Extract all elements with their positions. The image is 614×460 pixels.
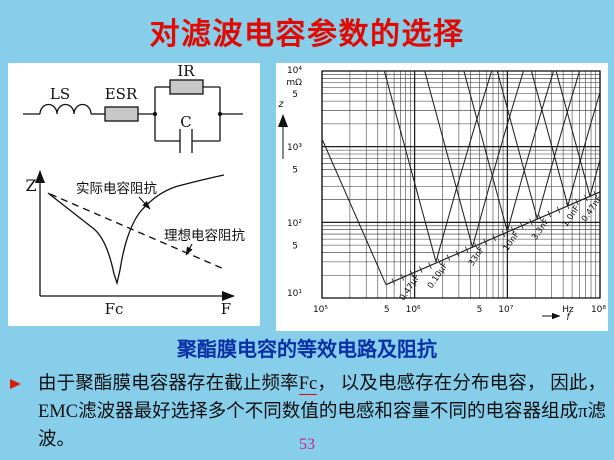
svg-text:10³: 10³ — [287, 143, 302, 153]
circuit-panel: LS ESR IR C Z 实际电容阻抗理想电容阻抗 Fc F — [8, 63, 260, 326]
svg-text:5: 5 — [292, 241, 298, 251]
circuit-labels: LS ESR IR C — [50, 63, 195, 131]
svg-text:Hz: Hz — [562, 305, 574, 315]
body-text-before-fc: 由于聚酯膜电容器存在截止频率 — [38, 374, 299, 394]
svg-text:5: 5 — [477, 305, 483, 315]
svg-text:Fc: Fc — [105, 300, 124, 318]
body-paragraph: 由于聚酯膜电容器存在截止频率Fc， 以及电感存在分布电容， 因此，EMC滤波器最… — [10, 370, 606, 454]
svg-text:5: 5 — [384, 305, 390, 315]
fc-term: Fc — [298, 374, 318, 395]
svg-text:10⁸: 10⁸ — [591, 305, 606, 315]
svg-text:10⁷: 10⁷ — [498, 305, 513, 315]
svg-text:5: 5 — [292, 166, 298, 176]
svg-text:z: z — [278, 99, 285, 110]
page-number: 53 — [299, 436, 315, 453]
body-text-after-fc: ， 以及电感存在分布电容， 因此，EMC滤波器最好选择多个不同数值的电感和容量不… — [38, 374, 606, 450]
svg-text:F: F — [221, 300, 231, 318]
svg-text:Z: Z — [25, 176, 36, 195]
svg-text:f: f — [566, 312, 571, 323]
svg-text:10⁶: 10⁶ — [406, 305, 421, 315]
svg-text:10¹: 10¹ — [287, 289, 302, 299]
bullet-arrow-icon — [10, 379, 21, 389]
chart-grid — [322, 71, 600, 298]
svg-text:C: C — [180, 113, 191, 131]
svg-text:10²: 10² — [287, 219, 302, 229]
svg-text:实际电容阻抗: 实际电容阻抗 — [76, 180, 157, 197]
svg-text:IR: IR — [177, 63, 195, 80]
impedance-chart-panel: 0.47μF 0.10μF 33nF 10nF 3.3nF 1.0nF 0.47nF 10⁵ 1… — [276, 63, 608, 331]
svg-text:ESR: ESR — [105, 85, 138, 103]
svg-text:10⁵: 10⁵ — [313, 305, 328, 315]
svg-text:LS: LS — [50, 85, 70, 103]
impedance-curves — [322, 71, 600, 286]
impedance-sketch — [35, 170, 235, 301]
slide-title: 对滤波电容参数的选择 — [149, 18, 465, 51]
svg-text:10⁴: 10⁴ — [287, 66, 302, 76]
chart-grid-major — [321, 70, 601, 299]
svg-text:理想电容阻抗: 理想电容阻抗 — [164, 227, 245, 244]
svg-text:5: 5 — [292, 90, 298, 100]
figure-caption: 聚酯膜电容的等效电路及阻抗 — [177, 339, 437, 361]
circuit-lines — [23, 79, 243, 153]
svg-text:mΩ: mΩ — [286, 78, 302, 88]
